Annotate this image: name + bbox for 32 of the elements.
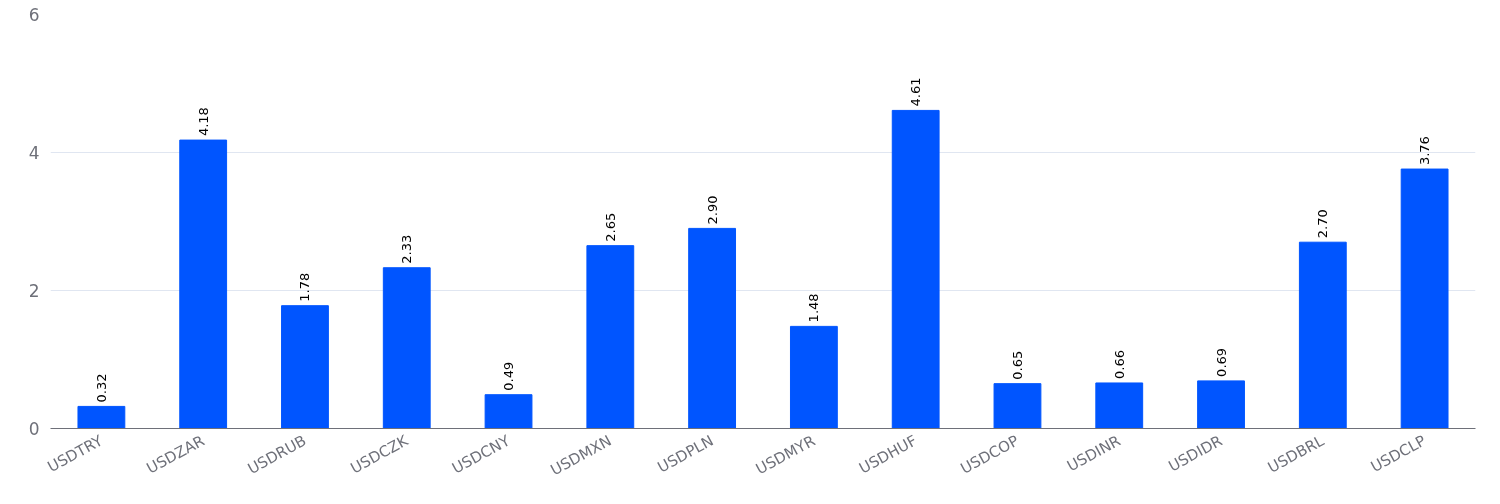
y-tick-label: 0 [28, 419, 40, 439]
data-label: 0.69 [1213, 347, 1229, 377]
data-label: 1.78 [297, 272, 313, 302]
data-label: 0.66 [1111, 350, 1127, 379]
data-label: 4.61 [908, 77, 924, 107]
bar [586, 245, 635, 429]
bar [281, 305, 329, 429]
bar [179, 139, 228, 429]
bar [688, 227, 737, 429]
data-label: 2.33 [399, 234, 415, 264]
data-label: 3.76 [1417, 136, 1433, 166]
bar [993, 383, 1042, 429]
data-label: 2.70 [1315, 209, 1331, 239]
data-label: 4.18 [195, 107, 211, 137]
bar [891, 109, 940, 429]
data-label: 2.65 [602, 212, 618, 242]
data-label: 0.49 [501, 361, 517, 391]
y-tick-label: 4 [28, 143, 40, 163]
bar [789, 325, 838, 429]
bar [382, 267, 431, 429]
bar [1400, 168, 1449, 429]
data-label: 0.65 [1009, 350, 1025, 380]
bar [77, 405, 126, 429]
bar [484, 394, 533, 429]
bar [1298, 241, 1347, 429]
data-label: 1.48 [806, 293, 822, 323]
data-label: 0.32 [93, 373, 109, 403]
y-tick-label: 6 [28, 5, 40, 25]
bar [1095, 382, 1144, 429]
bar [1197, 380, 1245, 429]
y-tick-label: 2 [28, 281, 40, 301]
data-label: 2.90 [704, 195, 720, 225]
